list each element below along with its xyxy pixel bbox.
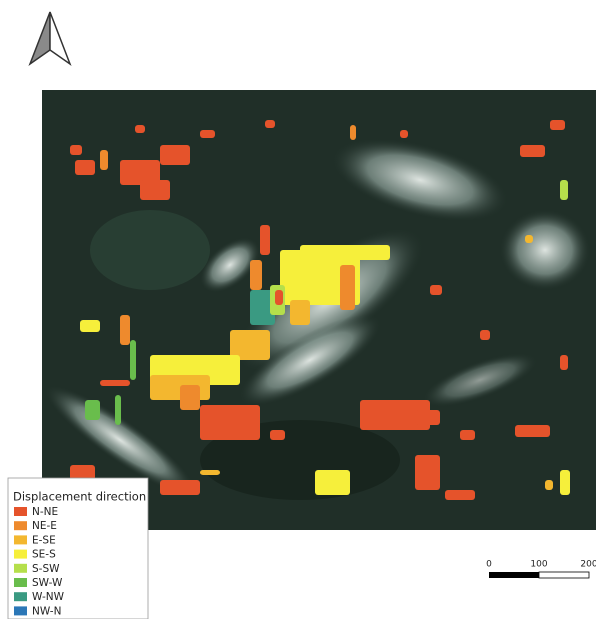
displacement-patch bbox=[160, 480, 200, 495]
scale-bar: 0 100 200 bbox=[486, 560, 596, 579]
legend-label: E-SE bbox=[32, 534, 56, 546]
displacement-patch bbox=[560, 355, 568, 370]
legend-label: SE-S bbox=[32, 549, 56, 561]
legend-swatch bbox=[14, 578, 27, 587]
legend-swatch bbox=[14, 535, 27, 544]
displacement-patch bbox=[85, 400, 100, 420]
displacement-patch bbox=[340, 265, 355, 310]
displacement-patch bbox=[250, 260, 262, 290]
displacement-patch bbox=[115, 395, 121, 425]
legend-label: W-NW bbox=[32, 591, 65, 603]
displacement-patch bbox=[130, 340, 136, 380]
displacement-patch bbox=[140, 180, 170, 200]
displacement-patch bbox=[350, 125, 356, 140]
displacement-patch bbox=[460, 430, 475, 440]
displacement-patch bbox=[550, 120, 565, 130]
displacement-patch bbox=[200, 405, 260, 440]
scale-segment bbox=[539, 572, 589, 578]
displacement-patch bbox=[445, 490, 475, 500]
displacement-patch bbox=[430, 285, 442, 295]
scale-label: 0 bbox=[486, 560, 492, 570]
legend-swatch bbox=[14, 606, 27, 615]
legend-label: N-NE bbox=[32, 506, 58, 518]
displacement-patch bbox=[560, 180, 568, 200]
satellite-map bbox=[35, 90, 596, 530]
legend-title: Displacement direction bbox=[13, 490, 146, 504]
legend-swatch bbox=[14, 507, 27, 516]
legend-swatch bbox=[14, 550, 27, 559]
displacement-patch bbox=[75, 160, 95, 175]
legend-label: NE-E bbox=[32, 520, 57, 532]
displacement-patch bbox=[415, 410, 440, 425]
displacement-patch bbox=[135, 125, 145, 133]
map-page: Displacement direction N-NE NE-E E-SE SE-S S… bbox=[0, 0, 596, 619]
displacement-patch bbox=[560, 470, 570, 495]
displacement-patch bbox=[70, 145, 82, 155]
displacement-patch bbox=[275, 290, 283, 305]
displacement-patch bbox=[315, 470, 350, 495]
scale-label: 200 bbox=[580, 560, 596, 570]
legend-swatch bbox=[14, 564, 27, 573]
legend-swatch bbox=[14, 592, 27, 601]
displacement-patch bbox=[525, 235, 533, 243]
scale-label: 100 bbox=[530, 560, 547, 570]
displacement-patch bbox=[300, 245, 390, 260]
displacement-patch bbox=[200, 470, 220, 475]
displacement-patch bbox=[400, 130, 408, 138]
legend-swatch bbox=[14, 521, 27, 530]
displacement-patch bbox=[515, 425, 550, 437]
displacement-patch bbox=[290, 300, 310, 325]
legend-label: S-SW bbox=[32, 563, 60, 575]
legend-label: SW-W bbox=[32, 577, 63, 589]
displacement-patch bbox=[270, 430, 285, 440]
displacement-patch bbox=[265, 120, 275, 128]
legend-label: NW-N bbox=[32, 605, 61, 617]
north-arrow bbox=[30, 12, 70, 64]
legend: Displacement direction N-NE NE-E E-SE SE-S S… bbox=[8, 478, 148, 619]
displacement-patch bbox=[160, 145, 190, 165]
displacement-patch bbox=[80, 320, 100, 332]
displacement-patch bbox=[100, 150, 108, 170]
scale-segment bbox=[489, 572, 539, 578]
displacement-patch bbox=[480, 330, 490, 340]
displacement-patch bbox=[120, 315, 130, 345]
displacement-patch bbox=[545, 480, 553, 490]
displacement-patch bbox=[100, 380, 130, 386]
displacement-patch bbox=[260, 225, 270, 255]
displacement-patch bbox=[520, 145, 545, 157]
displacement-patch bbox=[180, 385, 200, 410]
displacement-patch bbox=[200, 130, 215, 138]
displacement-patch bbox=[415, 455, 440, 490]
